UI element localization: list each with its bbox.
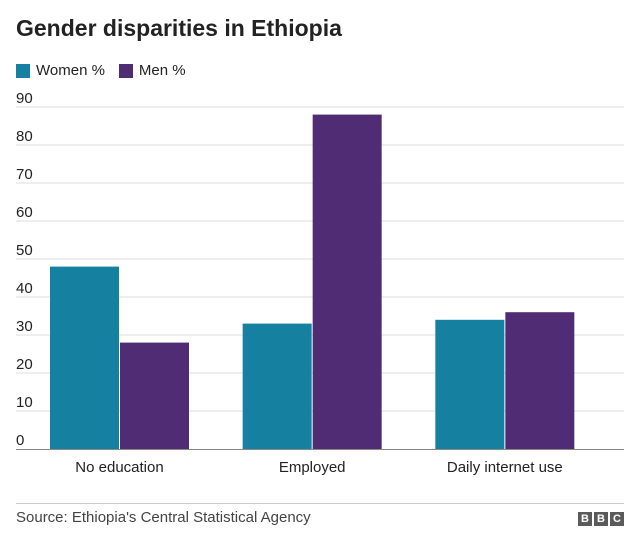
legend-swatch-men xyxy=(118,63,133,78)
y-tick-label: 80 xyxy=(16,128,33,145)
bar-women xyxy=(50,266,119,449)
bbc-logo-letter: C xyxy=(610,512,624,526)
y-tick-label: 30 xyxy=(16,318,33,335)
footer-divider xyxy=(16,503,624,504)
bbc-logo: B B C xyxy=(576,512,624,526)
chart-title: Gender disparities in Ethiopia xyxy=(16,15,342,41)
bar-men xyxy=(505,312,575,449)
x-tick-label: Daily internet use xyxy=(447,459,563,476)
bar-women xyxy=(242,323,312,449)
y-tick-label: 70 xyxy=(16,166,33,183)
y-tick-label: 10 xyxy=(16,394,33,411)
source-note: Source: Ethiopia's Central Statistical A… xyxy=(16,509,311,526)
y-tick-label: 0 xyxy=(16,432,24,449)
y-tick-label: 50 xyxy=(16,242,33,259)
x-tick-label: Employed xyxy=(279,459,346,476)
legend-label-women: Women % xyxy=(36,62,105,79)
bbc-logo-letter: B xyxy=(594,512,608,526)
bbc-logo-letter: B xyxy=(578,512,592,526)
legend-item-men: Men % xyxy=(118,62,186,79)
legend-item-women: Women % xyxy=(16,62,105,79)
y-tick-label: 40 xyxy=(16,280,33,297)
x-tick-label: No education xyxy=(75,459,163,476)
legend-label-men: Men % xyxy=(138,62,186,79)
y-tick-label: 60 xyxy=(16,204,33,221)
legend-swatch-women xyxy=(16,63,30,78)
legend: Women % Men % xyxy=(16,62,200,79)
bar-men xyxy=(120,342,189,449)
bar-women xyxy=(435,319,505,449)
y-tick-label: 20 xyxy=(16,356,33,373)
y-tick-label: 90 xyxy=(16,90,33,107)
bar-men xyxy=(312,114,382,449)
